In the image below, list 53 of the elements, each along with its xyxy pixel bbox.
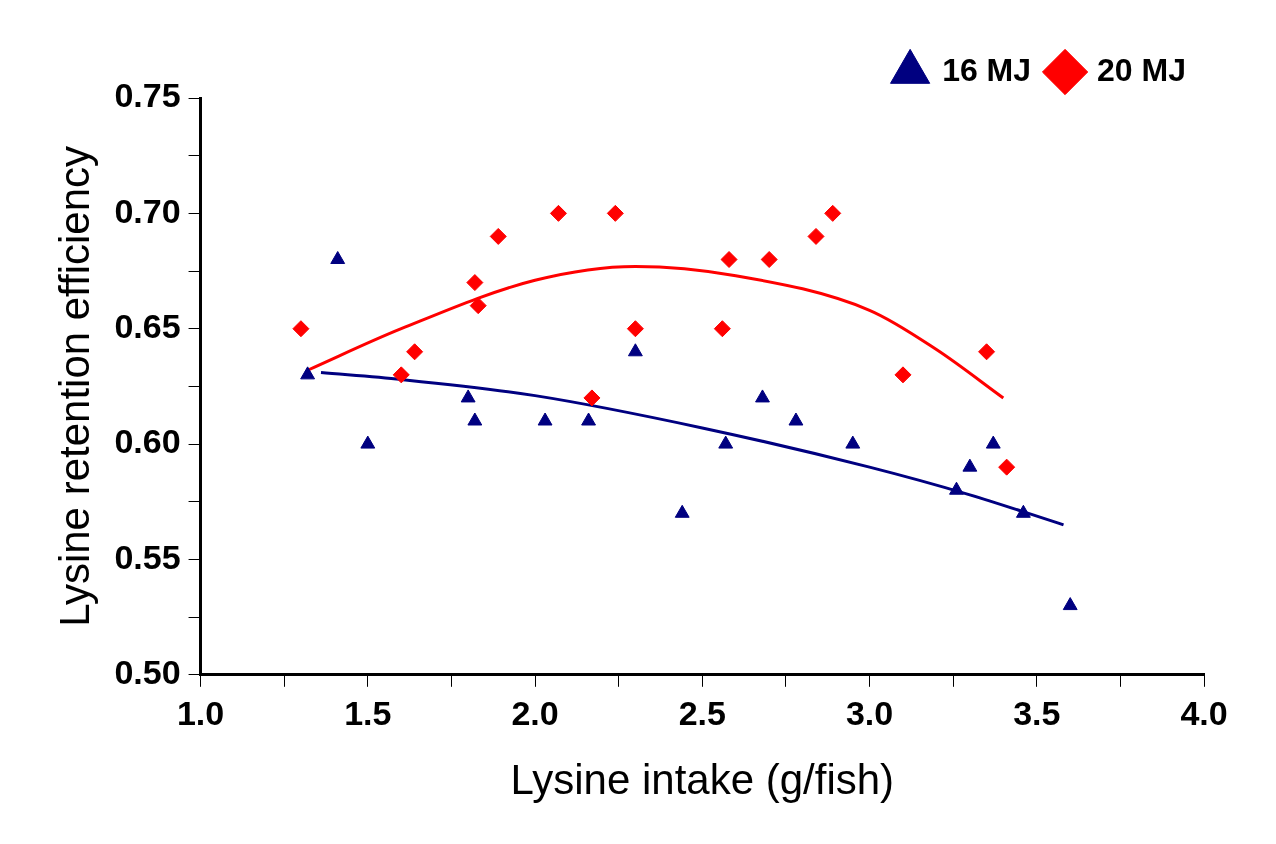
x-tick-label: 1.5 [344,693,392,732]
x-tick-label: 1.0 [176,693,225,732]
y-tick-label: 0.65 [114,307,181,346]
point [627,343,643,357]
point [998,458,1016,476]
point [674,504,690,518]
point [962,458,978,472]
y-tick-label: 0.75 [114,76,181,115]
point [300,366,316,380]
point [713,320,731,338]
point [292,320,310,338]
x-tick-label: 2.5 [678,693,726,732]
point [949,481,964,495]
point [467,412,483,426]
point [788,412,804,426]
legend-label: 16 MJ [942,51,1032,88]
x-tick-label: 4.0 [1180,693,1228,732]
y-axis-title: Lysine retention efficiency [50,145,98,627]
point [392,366,410,384]
x-tick-label: 3.5 [1013,693,1061,732]
point [626,320,644,338]
y-tick-label: 0.55 [114,537,181,576]
point [760,251,778,268]
y-tick-label: 0.60 [114,422,181,461]
point [330,251,346,264]
point [360,435,376,449]
y-tick-label: 0.50 [114,653,181,692]
point [755,389,770,403]
point [1062,597,1078,611]
point [718,435,734,449]
point [581,412,596,426]
point [985,435,1001,449]
point [466,274,484,292]
y-tick-label: 0.70 [114,191,181,230]
point [583,389,601,407]
point [978,343,996,361]
point [720,251,738,268]
point [549,204,567,222]
point [537,412,553,426]
point [807,227,825,245]
point [606,204,624,222]
x-tick-label: 2.0 [511,693,559,732]
x-axis-title: Lysine intake (g/fish) [510,756,895,804]
point [845,435,861,449]
point [824,204,842,222]
x-tick-label: 3.0 [845,693,894,732]
point [469,297,487,315]
point [489,227,507,245]
legend-label: 20 MJ [1097,51,1186,88]
point [894,366,912,384]
point [1015,504,1031,518]
point [406,343,424,361]
point [460,389,476,403]
